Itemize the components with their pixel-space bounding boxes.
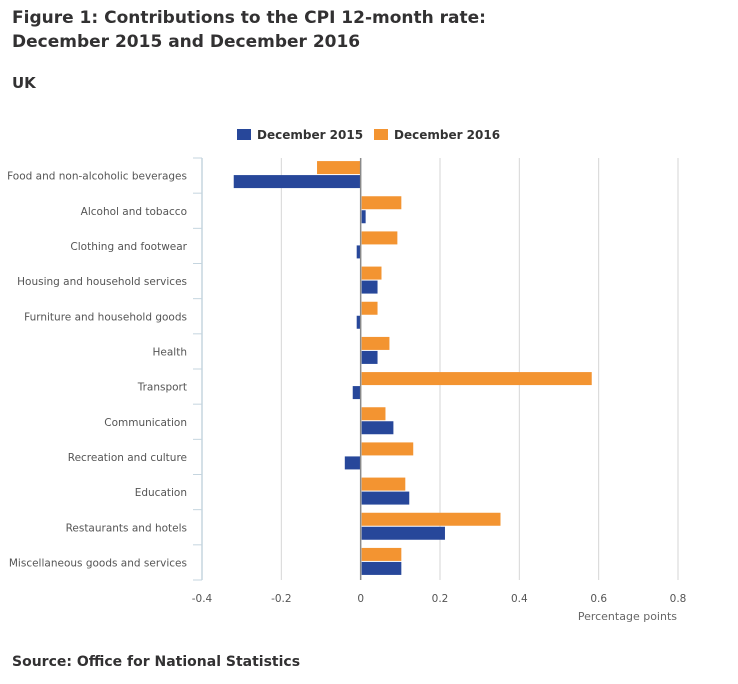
category-label: Transport [137,382,187,394]
legend-swatch [374,129,388,140]
bar-dec-2016 [361,372,592,386]
x-tick-label: 0.8 [670,593,687,605]
bar-dec-2016 [361,301,378,315]
bar-dec-2016 [361,336,390,350]
category-label: Miscellaneous goods and services [9,557,187,569]
bar-dec-2016 [361,547,402,561]
x-axis: -0.4 -0.2 0 0.2 0.4 0.6 0.8 Percentage points [192,593,687,623]
x-tick-label: 0.4 [511,593,528,605]
legend-label: December 2015 [257,128,363,142]
legend-swatch [237,129,251,140]
bar-dec-2015 [356,245,361,259]
bar-dec-2016 [361,442,414,456]
bar-dec-2015 [361,526,445,540]
x-tick-label: -0.4 [192,593,213,605]
bar-dec-2015 [233,175,361,189]
x-tick-label: 0.2 [432,593,449,605]
x-tick-label: -0.2 [271,593,292,605]
x-tick-label: 0.6 [590,593,607,605]
bar-dec-2016 [361,407,386,421]
legend: December 2015 December 2016 [237,128,500,142]
category-label: Alcohol and tobacco [81,206,187,218]
bar-dec-2015 [361,210,366,224]
category-label: Communication [104,417,187,429]
bar-dec-2015 [344,456,361,470]
bar-dec-2016 [361,196,402,210]
bar-dec-2016 [361,231,398,245]
category-label: Furniture and household goods [24,311,187,323]
bar-chart: December 2015 December 2016 Food and non-… [7,128,687,623]
category-label: Food and non-alcoholic beverages [7,171,187,183]
bar-dec-2015 [361,491,410,505]
category-label: Restaurants and hotels [66,522,187,534]
x-axis-title: Percentage points [578,610,677,623]
category-label: Education [135,487,187,499]
category-label: Health [153,346,187,358]
chart-subtitle: UK [12,74,36,92]
bar-dec-2015 [361,561,402,575]
bar-dec-2016 [361,477,406,491]
bar-dec-2015 [361,421,394,435]
legend-label: December 2016 [394,128,500,142]
gridlines [280,158,679,580]
bar-dec-2016 [317,161,361,175]
chart-title-line2: December 2015 and December 2016 [12,32,361,52]
chart-title: Figure 1: Contributions to the CPI 12-mo… [12,6,486,54]
x-tick-label: 0 [357,593,364,605]
category-label: Housing and household services [17,276,187,288]
bar-dec-2015 [356,315,361,329]
chart-title-line1: Figure 1: Contributions to the CPI 12-mo… [12,8,486,28]
bar-dec-2015 [352,386,361,400]
category-label: Recreation and culture [68,452,187,464]
bar-dec-2015 [361,280,378,294]
bar-dec-2016 [361,512,501,526]
bar-dec-2016 [361,266,382,280]
source-note: Source: Office for National Statistics [12,654,301,670]
bar-dec-2015 [361,350,378,364]
y-axis: Food and non-alcoholic beverages Alcohol … [7,157,203,581]
category-label: Clothing and footwear [70,241,187,253]
bars [233,161,592,575]
